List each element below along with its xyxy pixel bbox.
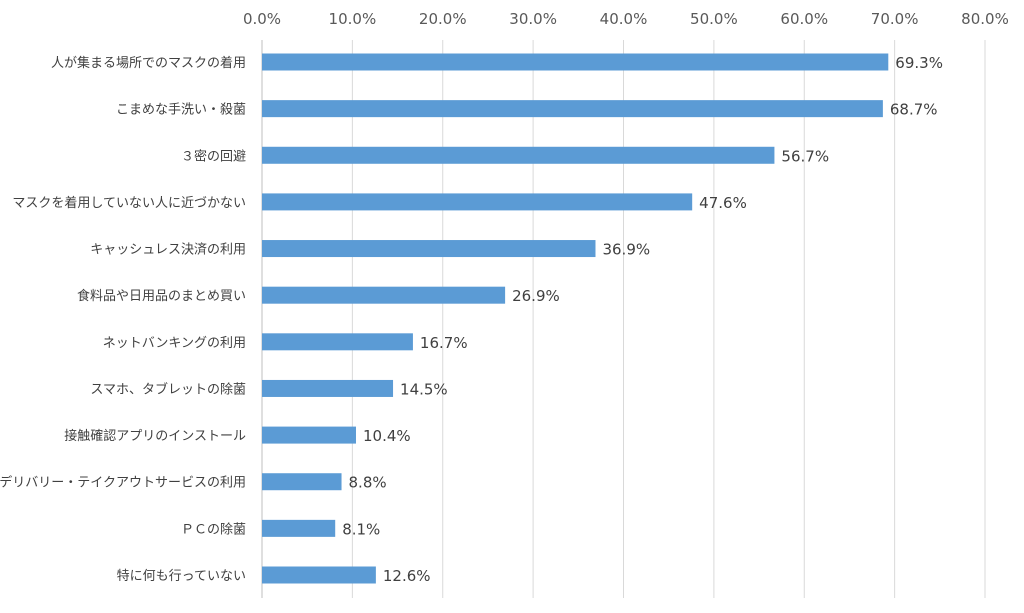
- data-label: 10.4%: [363, 427, 411, 445]
- data-label: 14.5%: [400, 380, 448, 398]
- data-labels: 69.3% 68.7% 56.7% 47.6% 36.9% 26.9% 16.7% 14.5%…: [342, 54, 943, 585]
- category-label: こまめな手洗い・殺菌: [116, 103, 246, 118]
- bar: [262, 53, 889, 71]
- data-label: 8.1%: [342, 520, 380, 538]
- category-label: マスクを着用していない人に近づかない: [12, 195, 246, 211]
- x-tick-label: 80.0%: [961, 10, 1009, 28]
- data-label: 69.3%: [895, 54, 943, 72]
- bar: [262, 286, 506, 304]
- category-label: 人が集まる場所でのマスクの着用: [51, 55, 246, 71]
- bar: [262, 146, 775, 164]
- category-label: ３密の回避: [181, 148, 246, 164]
- bar: [262, 333, 413, 351]
- bar: [262, 566, 376, 584]
- data-label: 8.8%: [349, 474, 387, 492]
- x-tick-label: 60.0%: [780, 10, 828, 28]
- bar: [262, 473, 342, 491]
- x-tick-label: 40.0%: [600, 10, 648, 28]
- data-label: 36.9%: [602, 241, 650, 259]
- category-label: キャッシュレス決済の利用: [90, 242, 246, 258]
- x-tick-label: 70.0%: [871, 10, 919, 28]
- bar: [262, 519, 336, 537]
- bar: [262, 426, 356, 444]
- x-tick-label: 20.0%: [419, 10, 467, 28]
- x-axis-ticks: 0.0% 10.0% 20.0% 30.0% 40.0% 50.0% 60.0% 70.0% 8…: [243, 10, 1009, 28]
- bars: [262, 53, 889, 584]
- data-label: 12.6%: [383, 567, 431, 585]
- category-label: 特に何も行っていない: [117, 568, 246, 584]
- category-label: ネットバンキングの利用: [103, 336, 246, 351]
- x-tick-label: 50.0%: [690, 10, 738, 28]
- data-label: 26.9%: [512, 287, 560, 305]
- bar: [262, 379, 394, 397]
- x-tick-label: 10.0%: [329, 10, 377, 28]
- data-label: 68.7%: [890, 101, 938, 119]
- bar: [262, 193, 693, 211]
- bar: [262, 100, 883, 118]
- category-label: 食料品や日用品のまとめ買い: [77, 288, 246, 304]
- data-label: 47.6%: [699, 194, 747, 212]
- x-tick-label: 0.0%: [243, 10, 281, 28]
- data-label: 16.7%: [420, 334, 468, 352]
- bar: [262, 240, 596, 258]
- gridlines: [261, 40, 986, 598]
- x-tick-label: 30.0%: [509, 10, 557, 28]
- category-label: デリバリー・テイクアウトサービスの利用: [0, 475, 246, 491]
- category-label: 接触確認アプリのインストール: [64, 428, 246, 444]
- category-label: ＰＣの除菌: [181, 522, 246, 537]
- data-label: 56.7%: [781, 147, 829, 165]
- category-label: スマホ、タブレットの除菌: [90, 381, 246, 397]
